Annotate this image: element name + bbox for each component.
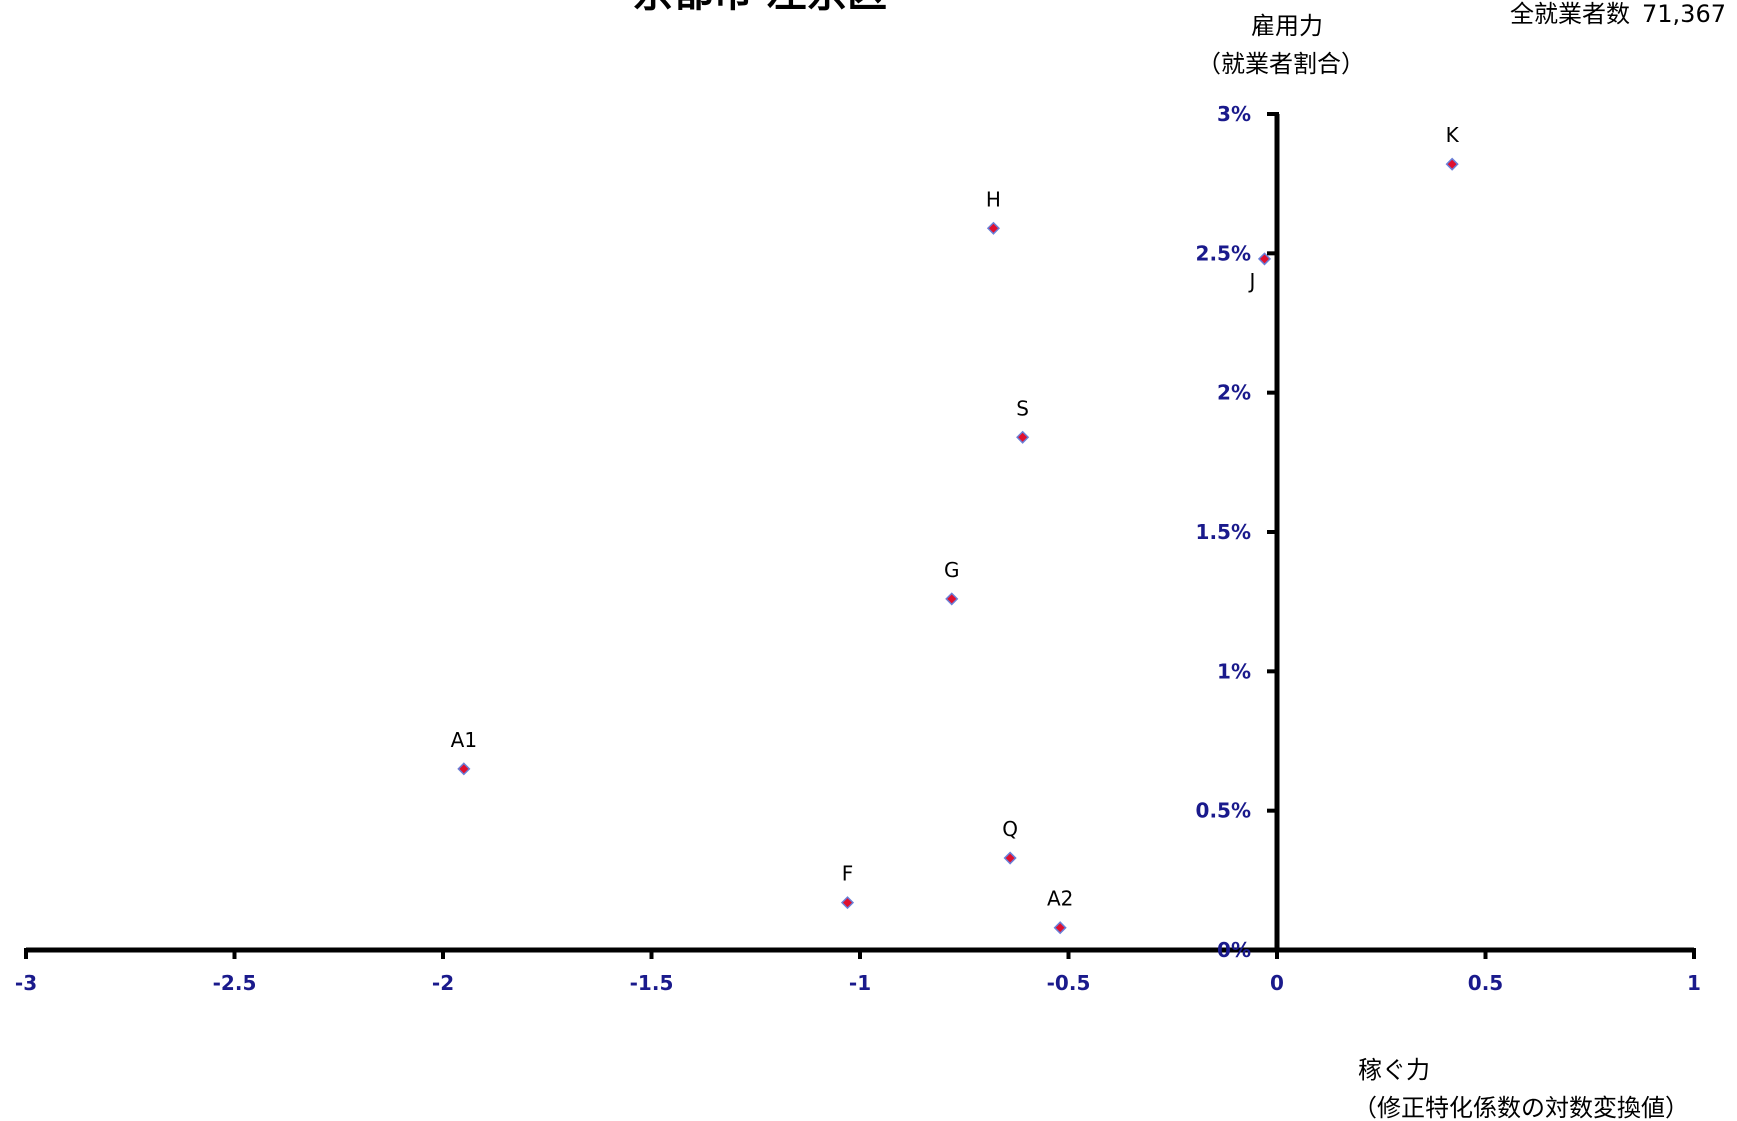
y-tick-label: 0% <box>1217 938 1251 962</box>
total-workers-value: 71,367 <box>1642 0 1726 28</box>
point-marker-a2 <box>1053 921 1067 935</box>
x-tick-label: -2 <box>432 971 454 995</box>
y-axis-subtitle: （就業者割合） <box>1197 50 1365 78</box>
point-label-a2: A2 <box>1047 887 1073 911</box>
y-tick-label: 2% <box>1217 381 1251 405</box>
x-tick-label: 1 <box>1687 971 1701 995</box>
y-tick-label: 3% <box>1217 102 1251 126</box>
y-axis-title: 雇用力 <box>1251 12 1323 40</box>
point-marker-k <box>1445 157 1459 171</box>
x-tick-label: 0 <box>1270 971 1284 995</box>
x-tick-label: -1 <box>849 971 871 995</box>
point-marker-a1 <box>457 762 471 776</box>
y-tick-label: 1.5% <box>1196 520 1251 544</box>
x-axis-title: 稼ぐ力 <box>1358 1056 1430 1084</box>
y-tick-label: 2.5% <box>1196 241 1251 265</box>
point-marker-s <box>1016 430 1030 444</box>
axis-ticks: -3 -2.5 -2 -1.5 -1 -0.5 0 0.5 1 0% 0.5% 1% 1.5% 2% 2.5… <box>15 102 1701 995</box>
y-tick-label: 1% <box>1217 659 1251 683</box>
chart-title: 京都市 左京区 <box>633 0 887 16</box>
y-tick-label: 0.5% <box>1196 799 1251 823</box>
x-tick-label: -3 <box>15 971 37 995</box>
point-label-k: K <box>1446 123 1460 147</box>
point-marker-f <box>840 896 855 910</box>
point-label-a1: A1 <box>451 728 477 752</box>
x-tick-label: -0.5 <box>1047 971 1091 995</box>
x-tick-label: 0.5 <box>1468 971 1503 995</box>
total-workers-label: 全就業者数 <box>1510 0 1630 28</box>
axes <box>26 114 1694 953</box>
x-axis-subtitle: （修正特化係数の対数変換値） <box>1353 1094 1689 1121</box>
point-marker-j <box>1257 252 1272 266</box>
point-marker-g <box>945 592 959 606</box>
point-marker-q <box>1003 851 1017 865</box>
x-tick-label: -2.5 <box>213 971 257 995</box>
point-label-h: H <box>986 187 1001 211</box>
x-tick-label: -1.5 <box>630 971 674 995</box>
point-label-q: Q <box>1002 817 1018 841</box>
point-label-s: S <box>1016 396 1029 420</box>
point-label-f: F <box>842 862 854 886</box>
point-label-g: G <box>944 558 960 582</box>
data-points: K H J S G A1 Q F A2 <box>451 123 1460 935</box>
point-label-j: J <box>1248 269 1256 293</box>
point-marker-h <box>986 221 1001 235</box>
